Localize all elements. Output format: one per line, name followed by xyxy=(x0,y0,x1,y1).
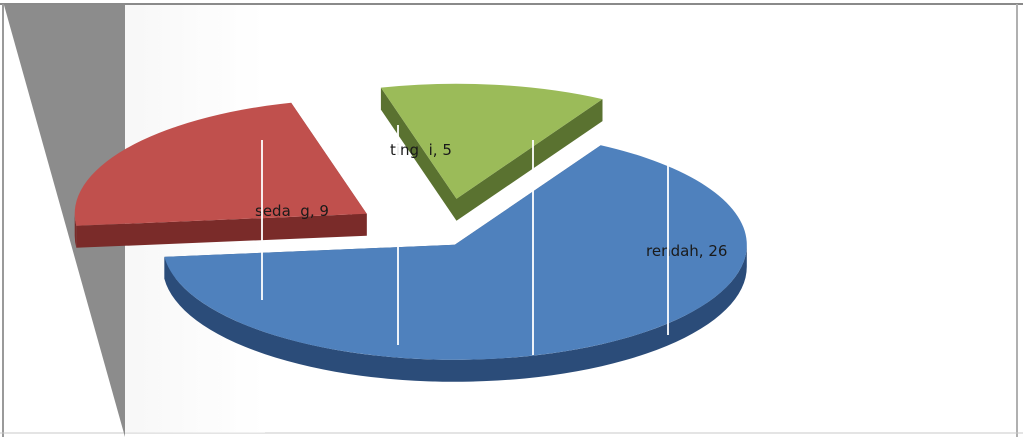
data-label-sedang: seda g, 9 xyxy=(255,202,329,220)
pie-slice-top-sedang xyxy=(74,102,367,226)
pie-slice-rim-rendah xyxy=(164,244,747,382)
left-gray-wedge xyxy=(4,5,125,437)
pie-slice-tinggi xyxy=(380,83,603,221)
pie-slice-wall-sedang-1 xyxy=(76,213,367,248)
data-label-rendah: rendah, 26 xyxy=(646,242,727,260)
artifact-lines xyxy=(261,125,669,355)
pie-slice-rendah xyxy=(164,145,747,382)
pie-slice-wall-tinggi-2 xyxy=(456,99,603,221)
pie-slices xyxy=(74,83,747,382)
pie-slice-top-tinggi xyxy=(380,83,603,199)
pie-slice-rim-sedang xyxy=(74,213,77,248)
pie-slice-sedang xyxy=(74,102,367,248)
data-label-tinggi: ting i, 5 xyxy=(390,141,452,159)
pie-slice-wall-tinggi-1 xyxy=(380,87,457,221)
pie-slice-top-rendah xyxy=(164,145,747,360)
pie-labels: rendah, 26 seda g, 9 ting i, 5 xyxy=(255,141,727,260)
